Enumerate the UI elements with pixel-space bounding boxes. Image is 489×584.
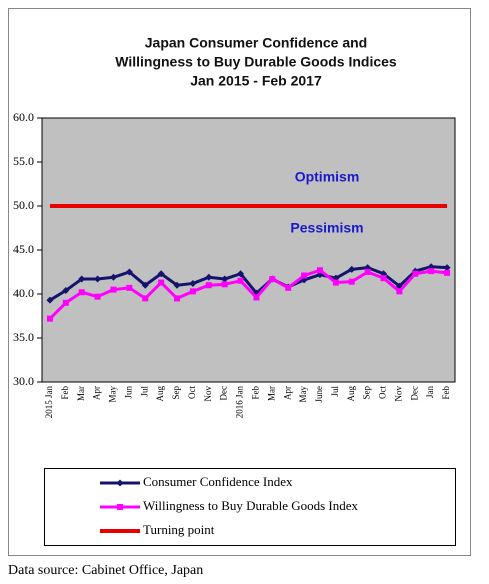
- x-tick-label: Aug: [346, 386, 356, 402]
- annotation: Optimism: [295, 169, 360, 185]
- x-tick-label: Feb: [60, 386, 70, 400]
- marker: [205, 273, 213, 281]
- y-tick-label: 50.0: [13, 198, 34, 212]
- source: Data source: Cabinet Office, Japan: [8, 563, 203, 578]
- marker: [78, 289, 85, 296]
- legend-marker: [117, 504, 123, 510]
- marker: [269, 276, 276, 283]
- marker: [174, 295, 181, 302]
- marker: [221, 275, 229, 283]
- y-tick-label: 55.0: [13, 154, 34, 168]
- legend-label: Consumer Confidence Index: [143, 474, 293, 489]
- marker: [173, 281, 181, 289]
- x-tick-label: Oct: [378, 386, 388, 399]
- x-tick-label: Jul: [139, 386, 149, 397]
- marker: [316, 267, 323, 274]
- marker: [62, 299, 69, 306]
- y-tick-label: 60.0: [13, 110, 34, 124]
- x-tick-label: Sep: [171, 386, 181, 400]
- x-tick-label: Aug: [155, 386, 165, 402]
- marker: [253, 294, 260, 301]
- marker: [94, 275, 102, 283]
- x-tick-label: 2016 Jan: [235, 386, 245, 419]
- marker: [285, 284, 292, 291]
- marker: [141, 281, 149, 289]
- y-tick-label: 30.0: [13, 374, 34, 388]
- legend-label: Turning point: [143, 522, 215, 537]
- series-line: [49, 265, 448, 302]
- x-tick-label: Mar: [76, 386, 86, 401]
- x-tick-label: June: [314, 386, 324, 403]
- marker: [142, 295, 149, 302]
- x-tick-label: May: [108, 386, 118, 403]
- x-tick-label: Sep: [362, 386, 372, 400]
- chart-subtitle: Jan 2015 - Feb 2017: [190, 73, 322, 89]
- marker: [348, 278, 355, 285]
- marker: [125, 268, 133, 276]
- marker: [157, 270, 165, 278]
- x-tick-label: Nov: [393, 386, 403, 402]
- chart-title: Willingness to Buy Durable Goods Indices: [115, 54, 397, 70]
- marker: [110, 286, 117, 293]
- x-tick-label: May: [298, 386, 308, 403]
- y-tick-label: 40.0: [13, 286, 34, 300]
- marker: [332, 279, 339, 286]
- legend-marker: [116, 479, 124, 487]
- x-tick-label: Dec: [219, 386, 229, 401]
- marker: [221, 281, 228, 288]
- x-tick-label: Jun: [123, 386, 133, 399]
- marker: [444, 269, 451, 276]
- marker: [189, 288, 196, 295]
- annotation: Pessimism: [290, 220, 363, 236]
- marker: [78, 275, 86, 283]
- x-tick-label: Apr: [282, 386, 292, 400]
- x-tick-label: 2015 Jan: [44, 386, 54, 419]
- marker: [189, 279, 197, 287]
- marker: [126, 284, 133, 291]
- marker: [46, 315, 53, 322]
- x-tick-label: Feb: [251, 386, 261, 400]
- marker: [396, 288, 403, 295]
- x-tick-label: Apr: [92, 386, 102, 400]
- x-tick-label: Dec: [409, 386, 419, 401]
- x-tick-label: Nov: [203, 386, 213, 402]
- marker: [412, 270, 419, 277]
- marker: [301, 272, 308, 279]
- marker: [109, 273, 117, 281]
- chart-title: Japan Consumer Confidence and: [145, 35, 367, 51]
- marker: [443, 264, 451, 272]
- marker: [205, 282, 212, 289]
- marker: [158, 279, 165, 286]
- y-tick-label: 45.0: [13, 242, 34, 256]
- x-tick-label: Feb: [441, 386, 451, 400]
- x-tick-label: Oct: [187, 386, 197, 399]
- marker: [46, 296, 54, 304]
- marker: [237, 270, 245, 278]
- y-tick-label: 35.0: [13, 330, 34, 344]
- marker: [428, 268, 435, 275]
- plot-area: [41, 117, 456, 383]
- x-tick-label: Jul: [330, 386, 340, 397]
- marker: [380, 275, 387, 282]
- x-tick-label: Jan: [425, 386, 435, 398]
- legend-label: Willingness to Buy Durable Goods Index: [143, 498, 359, 513]
- marker: [94, 293, 101, 300]
- marker: [364, 269, 371, 275]
- marker: [348, 265, 356, 273]
- x-tick-label: Mar: [266, 386, 276, 401]
- marker: [237, 277, 244, 284]
- marker: [62, 286, 70, 294]
